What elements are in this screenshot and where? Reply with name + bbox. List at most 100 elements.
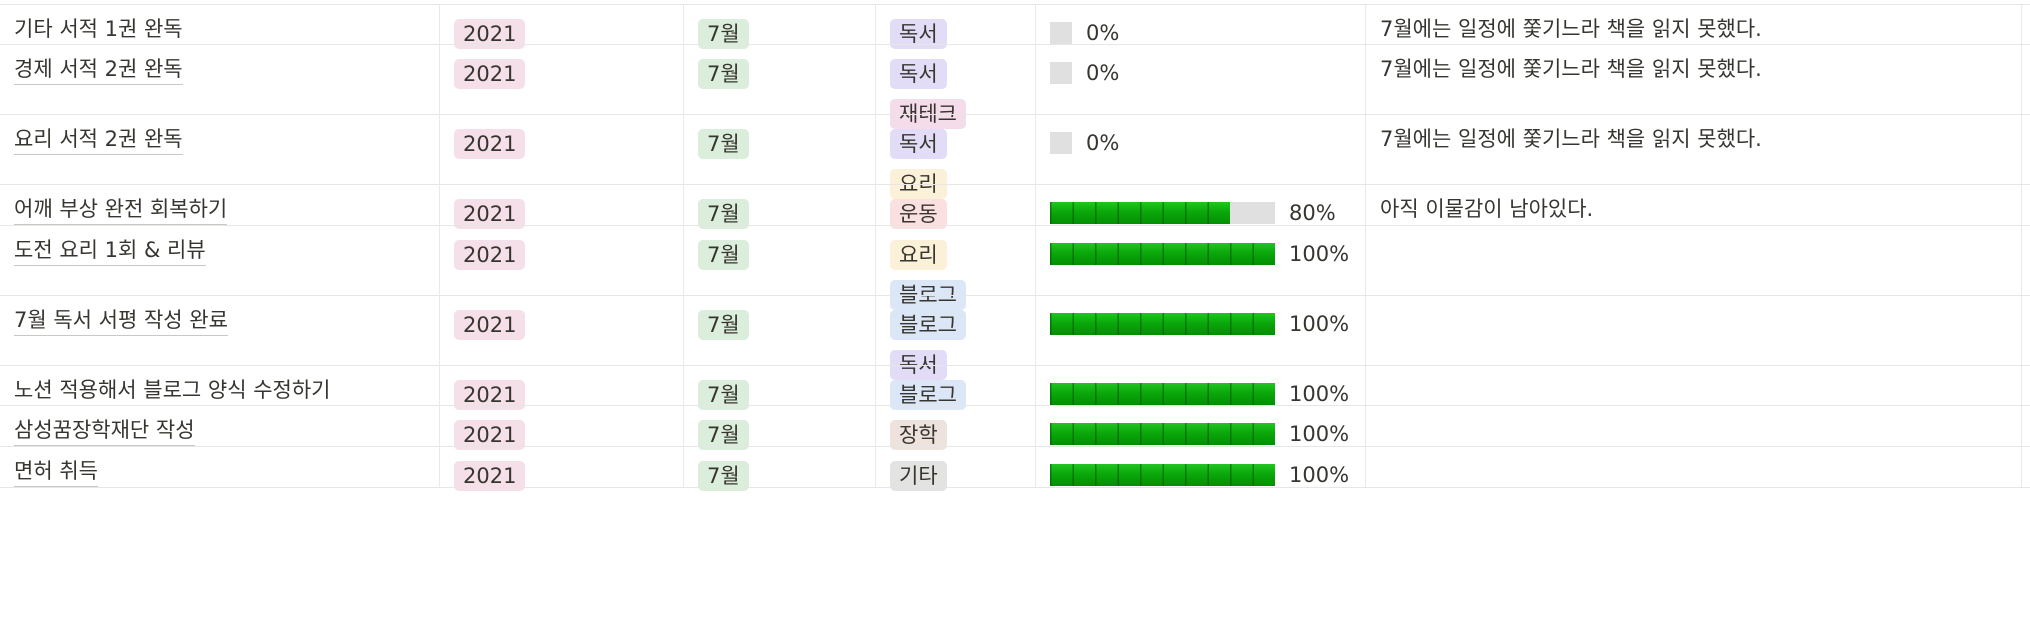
table-row[interactable]: 도전 요리 1회 & 리뷰 2021 7월 요리 블로그 100%: [0, 225, 2030, 310]
cell-next-column[interactable]: [2022, 115, 2030, 184]
memo-text: 7월에는 일정에 쫓기느라 책을 읽지 못했다.: [1380, 127, 1762, 151]
table-row[interactable]: 삼성꿈장학재단 작성 2021 7월 장학 100%: [0, 405, 2030, 450]
cell-name[interactable]: 면허 취득: [0, 447, 440, 487]
goal-title-link[interactable]: 노션 적용해서 블로그 양식 수정하기: [14, 376, 331, 406]
progress-percent: 100%: [1289, 422, 1350, 446]
cell-category[interactable]: 블로그 독서: [876, 296, 1036, 380]
cell-year[interactable]: 2021: [440, 226, 684, 295]
cell-category[interactable]: 블로그: [876, 366, 1036, 410]
progress-percent: 0%: [1086, 21, 1120, 45]
progress-bar-fill: [1050, 423, 1275, 445]
progress-bar: [1050, 22, 1072, 44]
table-row[interactable]: 경제 서적 2권 완독 2021 7월 독서 재테크 0% 7월에는 일정에 쫓기느라 책을…: [0, 44, 2030, 129]
progress-percent: 100%: [1289, 463, 1350, 487]
cell-month[interactable]: 7월: [684, 185, 876, 229]
cell-memo[interactable]: [1366, 447, 2022, 487]
cell-next-column[interactable]: [2022, 447, 2030, 487]
cell-next-column[interactable]: [2022, 366, 2030, 405]
cell-name[interactable]: 노션 적용해서 블로그 양식 수정하기: [0, 366, 440, 406]
cell-year[interactable]: 2021: [440, 296, 684, 365]
month-tag: 7월: [698, 240, 749, 270]
cell-name[interactable]: 기타 서적 1권 완독: [0, 5, 440, 45]
table-row[interactable]: 요리 서적 2권 완독 2021 7월 독서 요리 0% 7월에는 일정에 쫓기느라 책을 …: [0, 114, 2030, 199]
cell-category[interactable]: 독서 재테크: [876, 45, 1036, 129]
cell-name[interactable]: 7월 독서 서평 작성 완료: [0, 296, 440, 365]
cell-category[interactable]: 요리 블로그: [876, 226, 1036, 310]
cell-progress[interactable]: 0%: [1036, 115, 1366, 184]
table-row[interactable]: 7월 독서 서평 작성 완료 2021 7월 블로그 독서 100%: [0, 295, 2030, 380]
cell-month[interactable]: 7월: [684, 366, 876, 410]
cell-year[interactable]: 2021: [440, 366, 684, 410]
goal-title-link[interactable]: 7월 독서 서평 작성 완료: [14, 306, 228, 336]
cell-month[interactable]: 7월: [684, 5, 876, 49]
cell-next-column[interactable]: [2022, 45, 2030, 114]
goal-title-link[interactable]: 요리 서적 2권 완독: [14, 125, 183, 155]
category-tag: 장학: [890, 420, 947, 450]
cell-month[interactable]: 7월: [684, 406, 876, 450]
cell-memo[interactable]: 7월에는 일정에 쫓기느라 책을 읽지 못했다.: [1366, 115, 2022, 184]
cell-year[interactable]: 2021: [440, 185, 684, 229]
cell-category[interactable]: 기타: [876, 447, 1036, 491]
table-row[interactable]: 기타 서적 1권 완독 2021 7월 독서 0% 7월에는 일정에 쫓기느라 책을 읽지…: [0, 4, 2030, 49]
cell-progress[interactable]: 100%: [1036, 226, 1366, 295]
progress-percent: 100%: [1289, 312, 1350, 336]
year-tag: 2021: [454, 129, 526, 159]
cell-month[interactable]: 7월: [684, 226, 876, 295]
progress-bar-fill: [1050, 464, 1275, 486]
cell-category[interactable]: 독서: [876, 5, 1036, 49]
table-row[interactable]: 노션 적용해서 블로그 양식 수정하기 2021 7월 블로그 100%: [0, 365, 2030, 410]
year-tag: 2021: [454, 420, 526, 450]
cell-next-column[interactable]: [2022, 5, 2030, 44]
cell-progress[interactable]: 100%: [1036, 447, 1366, 487]
cell-year[interactable]: 2021: [440, 45, 684, 114]
goal-title-link[interactable]: 도전 요리 1회 & 리뷰: [14, 236, 206, 266]
cell-month[interactable]: 7월: [684, 447, 876, 491]
cell-name[interactable]: 삼성꿈장학재단 작성: [0, 406, 440, 446]
progress-percent: 100%: [1289, 382, 1350, 406]
goal-title-link[interactable]: 어깨 부상 완전 회복하기: [14, 195, 228, 225]
goal-title-link[interactable]: 삼성꿈장학재단 작성: [14, 416, 195, 446]
cell-name[interactable]: 어깨 부상 완전 회복하기: [0, 185, 440, 225]
cell-category[interactable]: 장학: [876, 406, 1036, 450]
cell-name[interactable]: 도전 요리 1회 & 리뷰: [0, 226, 440, 295]
goal-title-link[interactable]: 경제 서적 2권 완독: [14, 55, 183, 85]
cell-name[interactable]: 요리 서적 2권 완독: [0, 115, 440, 184]
goal-title-link[interactable]: 면허 취득: [14, 457, 98, 487]
table-row[interactable]: 어깨 부상 완전 회복하기 2021 7월 운동 80% 아직 이물감이 남아있다.: [0, 184, 2030, 229]
cell-progress[interactable]: 80%: [1036, 185, 1366, 225]
cell-year[interactable]: 2021: [440, 406, 684, 450]
cell-next-column[interactable]: [2022, 406, 2030, 446]
goal-title-link[interactable]: 기타 서적 1권 완독: [14, 15, 183, 45]
cell-progress[interactable]: 0%: [1036, 45, 1366, 114]
progress-bar: [1050, 202, 1275, 224]
cell-category[interactable]: 독서 요리: [876, 115, 1036, 199]
cell-memo[interactable]: [1366, 406, 2022, 446]
cell-month[interactable]: 7월: [684, 296, 876, 365]
cell-memo[interactable]: [1366, 226, 2022, 295]
cell-name[interactable]: 경제 서적 2권 완독: [0, 45, 440, 114]
cell-memo[interactable]: 7월에는 일정에 쫓기느라 책을 읽지 못했다.: [1366, 5, 2022, 44]
cell-next-column[interactable]: [2022, 226, 2030, 295]
progress-percent: 0%: [1086, 131, 1120, 155]
year-tag: 2021: [454, 59, 526, 89]
cell-progress[interactable]: 0%: [1036, 5, 1366, 45]
cell-memo[interactable]: [1366, 296, 2022, 365]
cell-year[interactable]: 2021: [440, 115, 684, 184]
cell-category[interactable]: 운동: [876, 185, 1036, 229]
memo-text: 아직 이물감이 남아있다.: [1380, 197, 1594, 221]
cell-next-column[interactable]: [2022, 296, 2030, 365]
cell-memo[interactable]: 7월에는 일정에 쫓기느라 책을 읽지 못했다.: [1366, 45, 2022, 114]
cell-memo[interactable]: 아직 이물감이 남아있다.: [1366, 185, 2022, 225]
category-tag-list: 요리 블로그: [890, 240, 1021, 310]
progress-percent: 80%: [1289, 201, 1336, 225]
cell-year[interactable]: 2021: [440, 447, 684, 491]
cell-progress[interactable]: 100%: [1036, 296, 1366, 365]
cell-progress[interactable]: 100%: [1036, 406, 1366, 446]
table-row[interactable]: 면허 취득 2021 7월 기타 100%: [0, 446, 2030, 491]
cell-month[interactable]: 7월: [684, 45, 876, 114]
cell-progress[interactable]: 100%: [1036, 366, 1366, 406]
cell-next-column[interactable]: [2022, 185, 2030, 225]
cell-month[interactable]: 7월: [684, 115, 876, 184]
cell-year[interactable]: 2021: [440, 5, 684, 49]
cell-memo[interactable]: [1366, 366, 2022, 405]
